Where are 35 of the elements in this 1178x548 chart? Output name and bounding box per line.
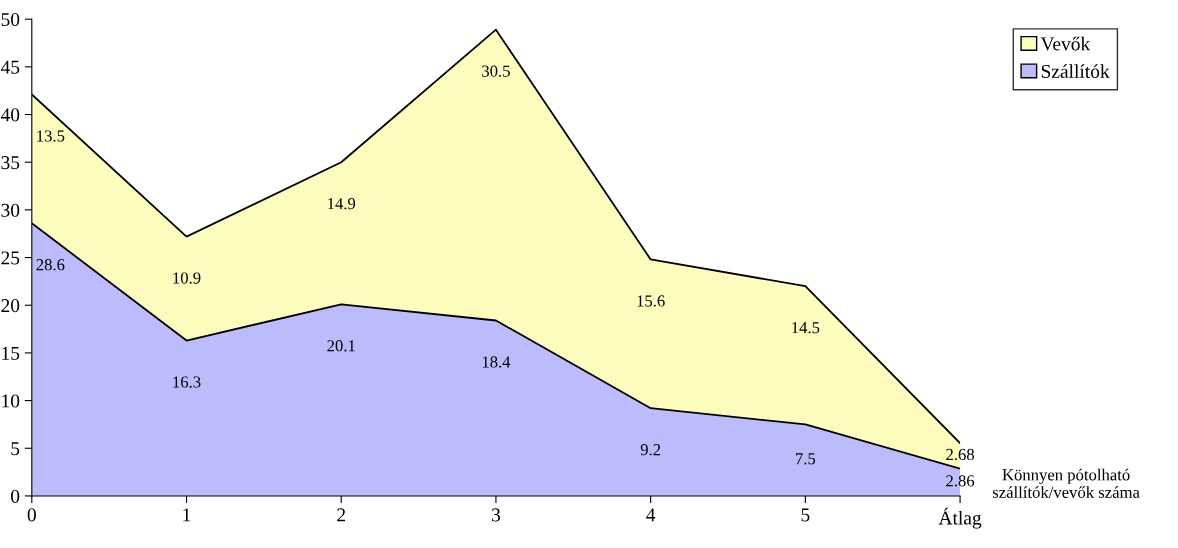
y-tick-label: 15 [2,346,20,360]
y-tick-label: 20 [1,299,20,313]
data-label: 2.86 [946,475,975,487]
x-axis-title: Könnyen pótolható szállítók/vevők száma [992,468,1140,498]
y-tick-label: 10 [2,394,20,408]
x-tick-label: Átlag [938,507,982,529]
data-label: 9.2 [640,444,661,456]
data-label: 13.5 [37,130,65,142]
data-label: 18.4 [482,356,511,368]
x-tick-label: 1 [183,508,191,522]
data-label: 30.5 [482,65,510,77]
data-label: 14.5 [792,322,820,334]
data-label: 7.5 [796,453,816,465]
x-tick-label: 3 [492,508,501,522]
y-tick-label: 50 [1,13,20,27]
data-label: 14.9 [328,198,356,210]
data-label: 20.1 [327,340,355,352]
data-label: 15.6 [637,295,665,307]
legend-label: Vevők [1040,36,1091,51]
x-tick-label: 4 [646,508,656,522]
x-tick-label: 2 [337,508,346,522]
y-tick-label: 40 [0,108,20,122]
data-label: 16.3 [173,376,201,388]
y-tick-label: 35 [1,156,20,170]
data-label: 10.9 [173,272,201,284]
legend-label: Szállítók [1041,64,1110,78]
x-tick-label: 0 [27,508,36,522]
y-tick-label: 5 [11,442,20,456]
y-tick-label: 0 [11,489,20,503]
data-label: 28.6 [36,259,65,271]
y-tick-label: 30 [1,203,20,217]
y-tick-label: 45 [0,60,20,74]
x-tick-label: 5 [801,508,810,522]
y-tick-label: 25 [1,251,20,265]
data-label: 2.68 [946,448,975,461]
